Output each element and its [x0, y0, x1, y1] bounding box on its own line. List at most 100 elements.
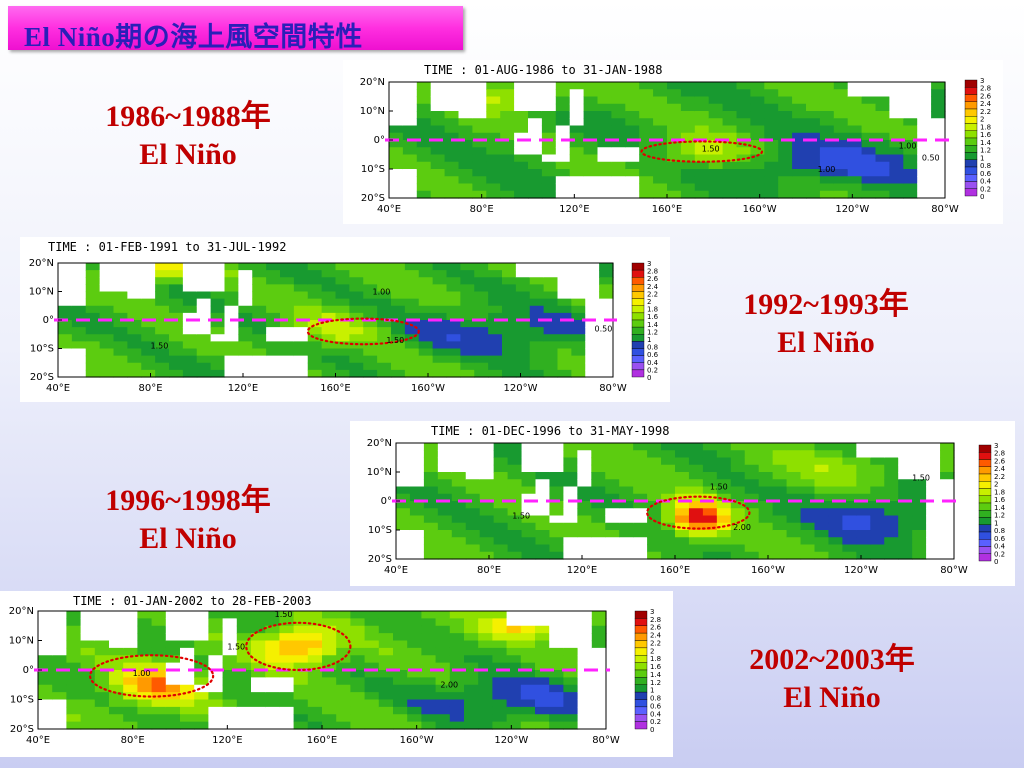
- colorbar-swatch: [631, 298, 645, 306]
- colorbar-label: 1.8: [980, 123, 991, 131]
- lon-tick-label: 40°E: [46, 383, 70, 394]
- contour-label: 0.50: [922, 153, 940, 162]
- colorbar-label: 2.2: [994, 473, 1005, 481]
- colorbar-label: 1.6: [994, 496, 1006, 504]
- lon-tick-label: 120°E: [559, 204, 589, 215]
- lat-tick-label: 0°: [23, 665, 34, 676]
- lat-tick-label: 20°S: [368, 554, 392, 565]
- colorbar-label: 0.4: [994, 543, 1006, 551]
- wind-map-1986: TIME : 01-AUG-1986 to 31-JAN-1988 1.00 1.5…: [360, 63, 992, 215]
- colorbar-swatch: [964, 152, 978, 160]
- colorbar-label: 2.2: [650, 639, 661, 647]
- colorbar-label: 3: [647, 260, 651, 268]
- lon-tick-label: 120°W: [844, 565, 878, 576]
- colorbar-label: 2.6: [647, 275, 659, 283]
- wind-map-1991: TIME : 01-FEB-1991 to 31-JUL-1992 1.00 1.5…: [29, 240, 659, 394]
- colorbar-label: 1.4: [980, 139, 992, 147]
- contour-label: 1.50: [275, 610, 293, 619]
- lon-tick-label: 80°W: [592, 735, 620, 746]
- lon-tick-label: 80°E: [138, 383, 162, 394]
- contour-label: 1.50: [227, 642, 245, 651]
- map-panel-1991: TIME : 01-FEB-1991 to 31-JUL-1992 1.00 1.5…: [20, 237, 670, 402]
- lon-tick-label: 80°E: [477, 565, 501, 576]
- colorbar-swatch: [631, 262, 645, 271]
- colorbar-swatch: [978, 488, 992, 496]
- colorbar-label: 2.8: [647, 268, 658, 276]
- colorbar-swatch: [978, 452, 992, 460]
- colorbar: 32.82.62.42.221.81.61.41.210.80.60.40.20: [631, 260, 659, 382]
- lat-tick-label: 10°N: [360, 106, 385, 117]
- colorbar-label: 1.2: [994, 512, 1005, 520]
- lon-tick-label: 160°E: [660, 565, 690, 576]
- colorbar: 32.82.62.42.221.81.61.41.210.80.60.40.20: [978, 442, 1006, 566]
- lat-tick-label: 0°: [381, 496, 392, 507]
- map-panel-2002: TIME : 01-JAN-2002 to 28-FEB-2003 1.50 1.5…: [0, 591, 673, 757]
- label-1996: 1996~1998年 El Niño: [88, 482, 288, 558]
- colorbar-swatch: [631, 348, 645, 356]
- map-panel-1996: TIME : 01-DEC-1996 to 31-MAY-1998 1.50 1.5…: [350, 421, 1015, 586]
- colorbar-label: 0.6: [980, 170, 992, 178]
- lat-tick-label: 0°: [374, 135, 385, 146]
- colorbar-label: 1.8: [647, 306, 658, 314]
- colorbar-label: 2.8: [650, 616, 661, 624]
- lon-tick-label: 120°W: [494, 735, 528, 746]
- colorbar-swatch: [964, 116, 978, 124]
- map-panel-1986: TIME : 01-AUG-1986 to 31-JAN-1988 1.00 1.5…: [343, 60, 1003, 224]
- colorbar-swatch: [631, 319, 645, 328]
- wind-speed-field: [38, 611, 607, 730]
- colorbar-swatch: [634, 625, 648, 634]
- colorbar-label: 0.8: [994, 527, 1005, 535]
- colorbar-label: 1: [980, 154, 984, 162]
- lon-tick-label: 120°W: [835, 204, 869, 215]
- colorbar-swatch: [964, 188, 978, 197]
- colorbar-label: 1.4: [994, 504, 1006, 512]
- panel-time-label: TIME : 01-AUG-1986 to 31-JAN-1988: [424, 63, 662, 77]
- lat-tick-label: 20°N: [367, 438, 392, 449]
- wind-speed-field: [396, 443, 955, 560]
- colorbar-label: 1: [650, 687, 654, 695]
- colorbar-swatch: [634, 691, 648, 700]
- lat-tick-label: 0°: [43, 315, 54, 326]
- colorbar-label: 2.2: [647, 290, 658, 298]
- lat-tick-label: 20°N: [29, 258, 54, 269]
- lon-tick-label: 80°W: [940, 565, 968, 576]
- label-event: El Niño: [139, 522, 237, 555]
- lon-tick-label: 120°E: [567, 565, 597, 576]
- colorbar-label: 1.8: [994, 488, 1005, 496]
- colorbar-label: 0.2: [994, 550, 1005, 558]
- colorbar-swatch: [978, 481, 992, 489]
- colorbar-swatch: [634, 655, 648, 663]
- colorbar-label: 0: [650, 726, 654, 734]
- colorbar-label: 2.8: [980, 85, 991, 93]
- colorbar: 32.82.62.42.221.81.61.41.210.80.60.40.20: [964, 77, 992, 201]
- lat-tick-label: 20°S: [30, 372, 54, 383]
- lat-tick-label: 10°N: [367, 467, 392, 478]
- contour-label: 1.50: [512, 511, 530, 520]
- lat-tick-label: 20°S: [361, 193, 385, 204]
- colorbar-swatch: [978, 546, 992, 554]
- colorbar-label: 1: [994, 519, 998, 527]
- lon-tick-label: 160°W: [743, 204, 777, 215]
- wind-speed-field: [58, 263, 614, 378]
- label-period: 1996~1998年: [105, 484, 271, 517]
- colorbar-label: 1.4: [647, 321, 659, 329]
- colorbar-swatch: [978, 539, 992, 547]
- colorbar-swatch: [978, 495, 992, 504]
- colorbar-label: 2: [650, 647, 654, 655]
- colorbar-swatch: [634, 632, 648, 641]
- lon-tick-label: 40°E: [384, 565, 408, 576]
- colorbar-swatch: [631, 312, 645, 321]
- label-event: El Niño: [777, 326, 875, 359]
- colorbar-swatch: [978, 473, 992, 482]
- colorbar-swatch: [964, 174, 978, 182]
- colorbar-swatch: [978, 553, 992, 562]
- colorbar-label: 2: [994, 481, 998, 489]
- colorbar-label: 0.2: [980, 185, 991, 193]
- colorbar-swatch: [634, 684, 648, 693]
- contour-label: 1.50: [702, 145, 720, 154]
- colorbar-swatch: [978, 517, 992, 525]
- lat-tick-label: 20°N: [9, 606, 34, 617]
- colorbar-swatch: [634, 677, 648, 685]
- wind-map-2002: TIME : 01-JAN-2002 to 28-FEB-2003 1.50 1.5…: [9, 594, 662, 746]
- panel-time-label: TIME : 01-JAN-2002 to 28-FEB-2003: [73, 594, 311, 608]
